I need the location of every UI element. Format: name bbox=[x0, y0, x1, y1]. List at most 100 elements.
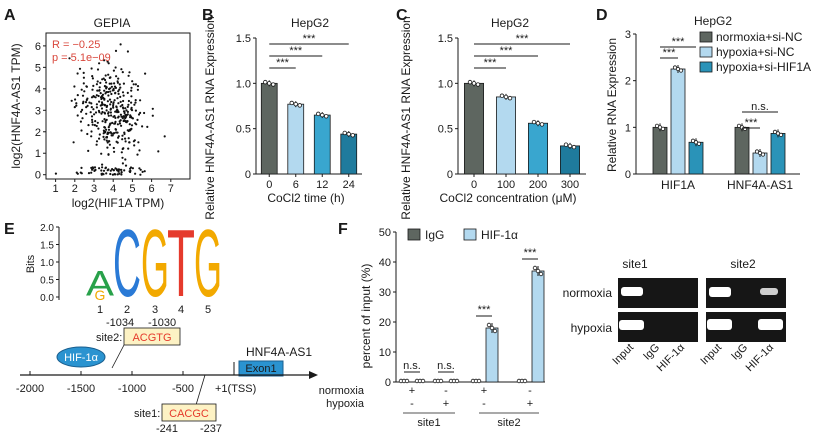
gel-lane-label: Input bbox=[610, 342, 636, 368]
scatter-point bbox=[116, 131, 119, 134]
scatter-point bbox=[90, 115, 94, 118]
scatter-point bbox=[109, 90, 112, 93]
scatter-point bbox=[113, 99, 116, 102]
replicate-point bbox=[342, 130, 347, 136]
x-tick-label: 2 bbox=[72, 183, 78, 195]
scatter-point bbox=[130, 86, 133, 89]
y-tick-label: 1 bbox=[625, 122, 631, 134]
motif-tick-label: 1.0 bbox=[40, 258, 54, 269]
scatter-point bbox=[82, 76, 85, 79]
site2-coord-start: -1034 bbox=[106, 317, 134, 329]
replicate-point bbox=[271, 82, 276, 87]
scatter-point bbox=[85, 85, 88, 88]
scatter-point bbox=[117, 170, 120, 173]
panel-f-chip: 0 10 20 30 40 50 n.s. n.s. *** *** IgG HIF-1α perc… bbox=[319, 227, 545, 429]
band-s2-norm-input bbox=[709, 287, 731, 297]
panel-b-xlabel: CoCl2 time (h) bbox=[267, 191, 344, 205]
scatter-point bbox=[87, 172, 91, 175]
scatter-point bbox=[110, 114, 113, 117]
panel-a-r-annotation: R = −0.25 bbox=[52, 39, 100, 51]
scatter-point bbox=[129, 170, 132, 174]
site1-sequence: CACGC bbox=[169, 408, 209, 420]
scatter-point bbox=[116, 141, 119, 144]
panel-b-plot: 00.51.01.50 6 12 24********* bbox=[236, 33, 362, 191]
scatter-point bbox=[92, 95, 95, 98]
x-tick-label: 7 bbox=[168, 183, 174, 195]
scatter-point bbox=[117, 115, 120, 118]
scatter-point bbox=[113, 85, 117, 88]
scatter-point bbox=[90, 171, 93, 174]
y-tick-label: 20 bbox=[379, 317, 391, 329]
scatter-point bbox=[134, 101, 137, 104]
scatter-point bbox=[100, 107, 104, 110]
scatter-point bbox=[118, 172, 121, 175]
scatter-point bbox=[136, 118, 139, 121]
site2-sequence: ACGTG bbox=[132, 332, 171, 344]
scatter-point bbox=[91, 75, 94, 78]
promoter-tick-label: -1500 bbox=[67, 383, 95, 395]
scatter-point bbox=[121, 138, 124, 141]
significance-label: n.s. bbox=[403, 360, 421, 372]
scatter-point bbox=[122, 82, 125, 85]
motif-letter-g2: G bbox=[194, 210, 222, 317]
scatter-point bbox=[122, 99, 125, 103]
scatter-point bbox=[107, 126, 110, 129]
scatter-point bbox=[98, 167, 101, 170]
scatter-point bbox=[105, 105, 108, 109]
scatter-point bbox=[82, 71, 85, 74]
scatter-point bbox=[95, 103, 98, 106]
replicate-point bbox=[660, 126, 666, 131]
scatter-point bbox=[68, 57, 71, 60]
scatter-point bbox=[131, 80, 134, 83]
scatter-point bbox=[73, 106, 76, 109]
scatter-point bbox=[110, 100, 113, 104]
scatter-point bbox=[101, 120, 104, 123]
panel-f-group-site1: site1 bbox=[417, 417, 440, 429]
panel-f-ylabel: percent of input (%) bbox=[359, 264, 373, 369]
scatter-point bbox=[120, 124, 123, 127]
scatter-point bbox=[88, 101, 91, 104]
scatter-point bbox=[107, 140, 111, 143]
scatter-point bbox=[137, 113, 141, 116]
hif-1a-label: HIF-1α bbox=[64, 352, 99, 364]
promoter-tick-label: -1000 bbox=[118, 383, 146, 395]
scatter-point bbox=[90, 96, 94, 99]
scatter-point bbox=[100, 172, 103, 175]
scatter-point bbox=[91, 123, 94, 126]
scatter-point bbox=[102, 132, 105, 135]
scatter-point bbox=[121, 71, 124, 74]
scatter-point bbox=[91, 121, 94, 124]
gel-row-hypoxia: hypoxia bbox=[571, 321, 613, 335]
band-s2-hyp-input bbox=[707, 319, 732, 330]
exon1-box bbox=[238, 360, 284, 377]
significance-label: *** bbox=[524, 247, 538, 259]
scatter-point bbox=[129, 166, 133, 169]
site1-coord-end: -237 bbox=[200, 423, 222, 435]
scatter-point bbox=[90, 106, 93, 109]
scatter-point bbox=[120, 151, 123, 154]
scatter-point bbox=[109, 122, 112, 125]
gene-label: HNF4A-AS1 bbox=[246, 345, 312, 359]
band-s1-hyp-input bbox=[619, 320, 644, 330]
gel-lane-label: Input bbox=[698, 342, 724, 368]
scatter-point bbox=[102, 77, 105, 80]
scatter-point bbox=[108, 82, 111, 85]
scatter-point bbox=[163, 135, 166, 138]
site1-label: site1: bbox=[134, 408, 160, 420]
replicate-point bbox=[404, 378, 410, 384]
scatter-point bbox=[102, 135, 105, 138]
scatter-point bbox=[134, 99, 137, 102]
y-tick-label: 1.0 bbox=[236, 78, 251, 90]
panel-f-plot: 0 10 20 30 40 50 n.s. n.s. *** *** bbox=[379, 227, 545, 389]
hif-1a-oval bbox=[56, 346, 106, 368]
replicate-point bbox=[475, 82, 481, 87]
gel-lane-label: HIF-1α bbox=[655, 341, 688, 374]
x-tick-label: 300 bbox=[561, 179, 579, 191]
panel-label-a: A bbox=[4, 7, 16, 24]
scatter-point bbox=[105, 136, 108, 139]
scatter-point bbox=[120, 171, 123, 174]
panel-label-c: C bbox=[396, 7, 408, 24]
bar bbox=[313, 114, 331, 175]
motif-letter-c: C bbox=[113, 210, 141, 317]
